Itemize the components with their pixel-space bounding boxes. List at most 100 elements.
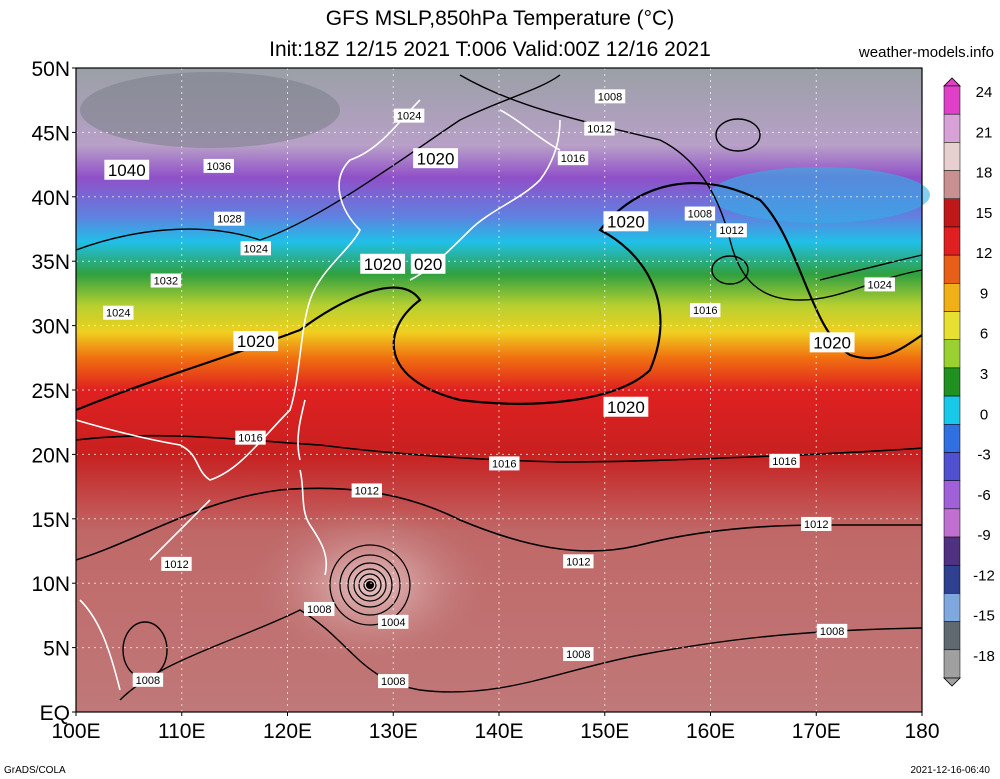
colorbar-label: -9: [977, 527, 990, 544]
svg-text:1020: 1020: [607, 398, 645, 417]
colorbar-swatch: [943, 480, 961, 510]
grads-credit: GrADS/COLA: [4, 765, 66, 776]
svg-text:1008: 1008: [307, 604, 331, 616]
isobar-label: 1016: [235, 430, 266, 445]
svg-text:1012: 1012: [355, 485, 379, 497]
isobar-labels: 1008 1024 1012 1020 1016 1040 1036 1028 1020 1008…: [103, 89, 895, 689]
colorbar-bottom-arrow: [943, 677, 961, 687]
svg-text:1016: 1016: [561, 153, 585, 165]
site-credit[interactable]: weather-models.info: [858, 44, 994, 61]
lon-tick-label: 150E: [580, 720, 629, 743]
svg-text:1012: 1012: [587, 123, 611, 135]
lat-tick-label: 40N: [31, 187, 70, 210]
colorbar-label: 18: [976, 165, 993, 182]
colorbar-label: 24: [976, 84, 993, 101]
typhoon-eye: [366, 581, 374, 589]
isobar-label: 1012: [351, 483, 383, 498]
isobar-label: 1020: [413, 148, 458, 168]
svg-text:1020: 1020: [813, 333, 851, 352]
svg-text:020: 020: [414, 255, 442, 274]
colorbar-label: -18: [973, 648, 995, 665]
isobar-1016: [75, 434, 923, 463]
isobar-label: 1008: [304, 601, 335, 616]
lon-tick-label: 180: [904, 720, 939, 743]
lat-tick-label: 35N: [31, 251, 70, 274]
svg-text:1008: 1008: [136, 675, 160, 687]
lat-tick-label: 20N: [31, 444, 70, 467]
lon-tick-label: 140E: [474, 720, 523, 743]
colorbar-label: 15: [976, 205, 993, 222]
svg-text:1020: 1020: [237, 332, 275, 351]
isobar-label: 1020: [603, 396, 649, 417]
svg-text:1012: 1012: [719, 225, 743, 237]
isobar-1020-central: [75, 182, 923, 412]
lat-tick-label: 50N: [31, 58, 70, 81]
low-center-north-pacific: [715, 118, 761, 152]
coastlines: [75, 99, 561, 691]
svg-text:1020: 1020: [364, 255, 402, 274]
colorbar-label: 12: [976, 245, 993, 262]
colorbar-label: -15: [973, 608, 995, 625]
isobar-label: 1008: [816, 623, 848, 638]
svg-text:1036: 1036: [207, 161, 231, 173]
isobar-label: 1024: [393, 108, 425, 123]
svg-text:1016: 1016: [238, 433, 262, 445]
lat-tick-label: EQ: [40, 702, 70, 725]
colorbar-label: 21: [976, 124, 993, 141]
isobar-label: 020: [410, 253, 446, 274]
lon-tick-label: 120E: [263, 720, 312, 743]
isobar-label: 1008: [684, 206, 716, 221]
timestamp: 2021-12-16-06:40: [910, 765, 990, 776]
isobar-label: 1016: [489, 456, 520, 471]
isobar-label: 1020: [603, 211, 649, 231]
svg-text:1020: 1020: [607, 212, 645, 231]
svg-text:1020: 1020: [417, 149, 455, 168]
svg-text:1032: 1032: [154, 275, 178, 287]
cold-trough-east: [710, 167, 930, 223]
colorbar-label: 6: [980, 326, 988, 343]
lat-tick-label: 30N: [31, 316, 70, 339]
svg-text:1016: 1016: [772, 456, 796, 468]
svg-text:1016: 1016: [693, 305, 717, 317]
isobar-label: 1012: [716, 223, 747, 238]
colorbar-swatch: [943, 85, 961, 115]
isobar-label: 1004: [378, 614, 409, 629]
lat-tick-label: 25N: [31, 380, 70, 403]
isobar-label: 1012: [584, 121, 615, 136]
isobar-label: 1008: [594, 89, 626, 104]
colorbar-swatch: [943, 339, 961, 369]
isobar-label: 1040: [104, 159, 150, 180]
isobar-label: 1032: [150, 273, 182, 288]
svg-text:1008: 1008: [820, 626, 844, 638]
lon-tick-label: 110E: [158, 720, 206, 743]
isobar-label: 1012: [161, 556, 192, 571]
colorbar-swatch: [943, 367, 961, 397]
colorbar-swatch: [943, 424, 961, 453]
svg-text:1024: 1024: [867, 279, 891, 291]
isobar-label: 1036: [203, 158, 234, 173]
svg-text:1004: 1004: [381, 617, 405, 629]
colorbar-swatch: [943, 170, 961, 200]
svg-text:1012: 1012: [164, 559, 188, 571]
colorbar-swatch: [943, 395, 961, 425]
svg-text:1028: 1028: [217, 214, 241, 226]
colorbar-swatch: [943, 311, 961, 340]
svg-text:1024: 1024: [244, 243, 268, 255]
colorbar-label: 9: [980, 285, 988, 302]
svg-text:1008: 1008: [688, 209, 712, 221]
isobar-1024-east: [819, 254, 923, 281]
colorbar-top-arrow: [943, 77, 961, 87]
cold-pool-north: [80, 72, 340, 148]
isobar-label: 1008: [132, 672, 164, 687]
colorbar-swatch: [943, 621, 961, 651]
colorbar-swatch: [943, 564, 961, 594]
isobar-1008: [119, 609, 923, 701]
axis-ticks: 100E 110E 120E 130E 140E 150E 160E 170E 180 EQ 5N 1…: [31, 58, 939, 743]
low-center-east: [711, 255, 749, 285]
lat-tick-label: 10N: [31, 573, 70, 596]
temperature-colorbar: 24 21 18 15 12 9 6 3 0 -3 -6 -9 -12 -15 -18: [943, 77, 995, 687]
colorbar-swatch: [943, 142, 961, 171]
colorbar-swatch: [943, 452, 961, 481]
isobar-label: 1012: [801, 516, 832, 531]
